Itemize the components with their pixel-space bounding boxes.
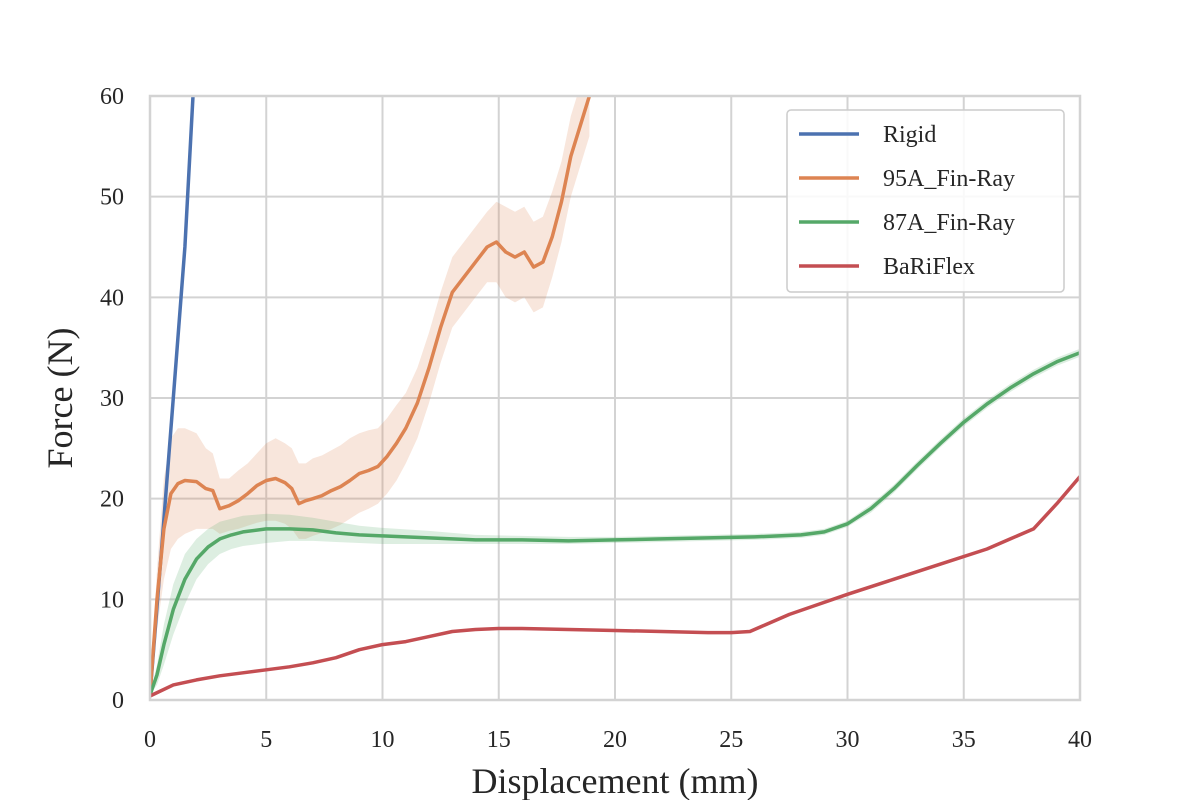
y-tick-label: 40 — [100, 285, 124, 311]
y-tick-label: 30 — [100, 386, 124, 412]
x-tick-label: 25 — [719, 727, 743, 753]
legend-item: BaRiFlex — [799, 254, 975, 280]
plot-frame — [148, 94, 1082, 702]
x-tick-label: 20 — [603, 727, 627, 753]
legend: Rigid 95A_Fin-Ray 87A_Fin-Ray BaRiFlex — [786, 109, 1065, 293]
y-tick-label: 0 — [112, 688, 124, 714]
legend-box — [786, 109, 1065, 293]
y-tick-label: 10 — [100, 587, 124, 613]
y-tick-label: 60 — [100, 84, 124, 110]
line-series-1 — [150, 96, 592, 697]
band-series-1 — [150, 96, 590, 695]
legend-label: 87A_Fin-Ray — [883, 210, 1015, 236]
x-tick-label: 5 — [260, 727, 272, 753]
band-series-2 — [150, 348, 1080, 695]
y-tick-label: 50 — [100, 185, 124, 211]
legend-item: Rigid — [799, 122, 936, 148]
line-series-3 — [150, 474, 1080, 698]
grid — [149, 95, 1081, 701]
x-axis-label: Displacement (mm) — [472, 761, 759, 800]
confidence-bands — [150, 96, 1080, 695]
series-lines — [150, 96, 1080, 698]
legend-label: Rigid — [883, 122, 936, 148]
x-tick-label: 0 — [144, 727, 156, 753]
y-axis-label: Force (N) — [40, 328, 80, 469]
y-tick-labels: 0 10 20 30 40 50 60 — [100, 84, 124, 714]
legend-label: BaRiFlex — [883, 254, 975, 280]
legend-label: 95A_Fin-Ray — [883, 166, 1015, 192]
x-tick-label: 30 — [836, 727, 860, 753]
y-tick-label: 20 — [100, 487, 124, 513]
x-tick-label: 15 — [487, 727, 511, 753]
line-series-2 — [150, 350, 1080, 697]
x-tick-labels: 0 5 10 15 20 25 30 35 40 — [144, 727, 1092, 753]
x-tick-label: 40 — [1068, 727, 1092, 753]
legend-item: 95A_Fin-Ray — [799, 166, 1015, 192]
x-tick-label: 35 — [952, 727, 976, 753]
legend-item: 87A_Fin-Ray — [799, 210, 1015, 236]
x-tick-label: 10 — [371, 727, 395, 753]
